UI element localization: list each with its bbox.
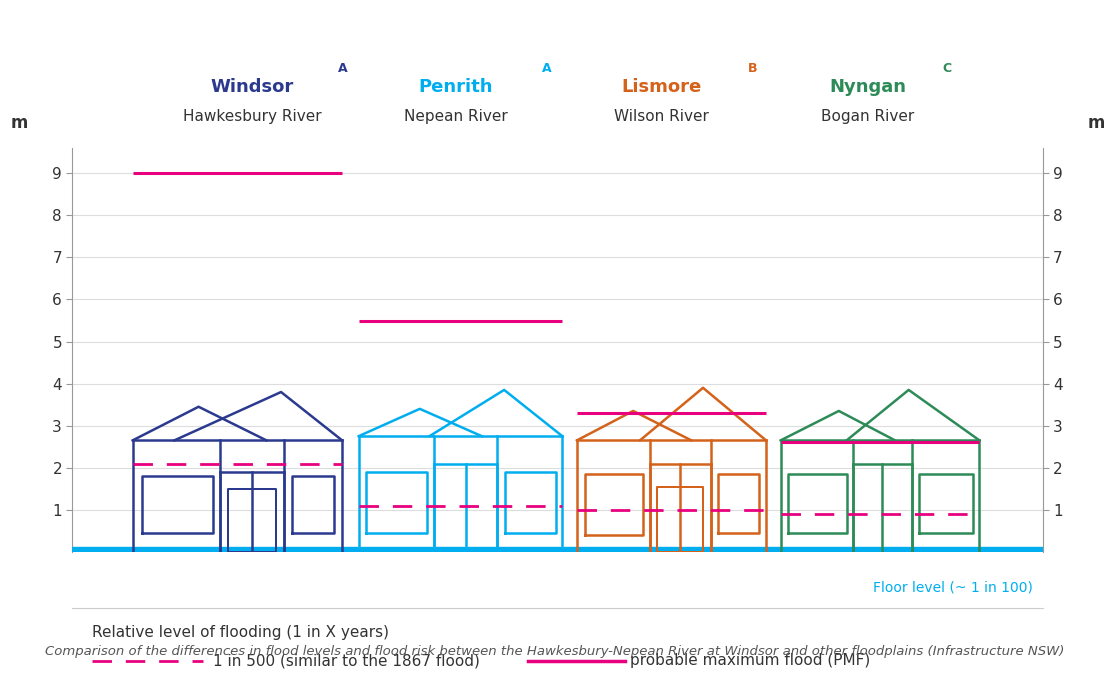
- Text: A: A: [542, 63, 552, 75]
- Text: Nepean River: Nepean River: [404, 109, 507, 124]
- Text: Comparison of the differences in flood levels and flood risk between the Hawkesb: Comparison of the differences in flood l…: [45, 645, 1064, 658]
- Text: m: m: [1087, 114, 1105, 132]
- Text: Bogan River: Bogan River: [822, 109, 914, 124]
- Text: 1 in 500 (similar to the 1867 flood): 1 in 500 (similar to the 1867 flood): [213, 653, 479, 668]
- Text: Nyngan: Nyngan: [830, 77, 906, 96]
- Text: Hawkesbury River: Hawkesbury River: [183, 109, 321, 124]
- Text: Wilson River: Wilson River: [614, 109, 709, 124]
- Text: Lismore: Lismore: [621, 77, 701, 96]
- Text: Relative level of flooding (1 in X years): Relative level of flooding (1 in X years…: [91, 625, 389, 639]
- Text: Windsor: Windsor: [211, 77, 293, 96]
- Text: probable maximum flood (PMF): probable maximum flood (PMF): [630, 653, 871, 668]
- Text: Penrith: Penrith: [418, 77, 493, 96]
- Text: m: m: [10, 114, 28, 132]
- Text: Floor level (~ 1 in 100): Floor level (~ 1 in 100): [873, 580, 1032, 594]
- Text: A: A: [338, 63, 348, 75]
- Text: B: B: [748, 63, 757, 75]
- Text: C: C: [942, 63, 952, 75]
- Bar: [72, 546, 1043, 552]
